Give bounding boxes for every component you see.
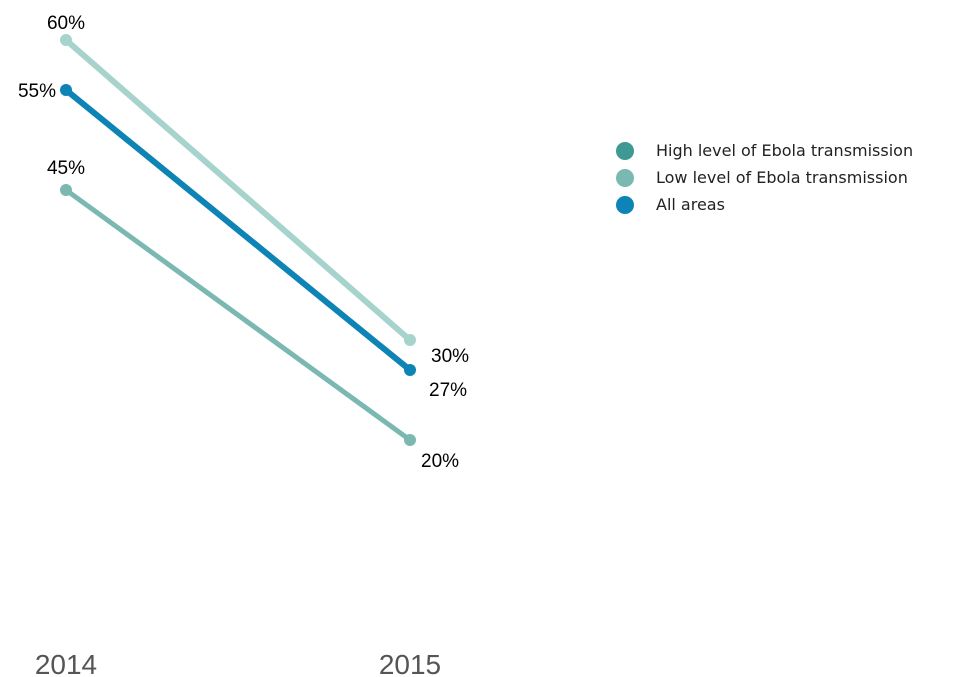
legend-item-2: High level of Ebola transmission: [616, 137, 913, 164]
data-point-0-1: [404, 334, 416, 346]
data-point-0-0: [60, 34, 72, 46]
data-point-1-1: [404, 364, 416, 376]
data-labels: 60% 30% 55% 27% 45% 20%: [18, 13, 469, 472]
legend-item-0: Low level of Ebola transmission: [616, 164, 913, 191]
legend-label-1: All areas: [656, 195, 725, 214]
legend-swatch-0: [616, 168, 634, 187]
x-tick-label-1: 2015: [379, 649, 441, 677]
legend-swatch-1: [616, 195, 634, 214]
series-line-1: [63, 87, 413, 373]
data-label-2-1: 20%: [421, 451, 459, 472]
series-layer: [60, 34, 416, 446]
legend-label-0: Low level of Ebola transmission: [656, 168, 908, 187]
data-label-0-0: 60%: [47, 13, 85, 34]
legend: High level of Ebola transmission Low leve…: [616, 137, 913, 218]
series-line-0: [63, 37, 413, 343]
data-point-2-0: [60, 184, 72, 196]
x-axis-ticks: 2014 2015: [35, 649, 441, 677]
legend-label-2: High level of Ebola transmission: [656, 141, 914, 160]
data-point-2-1: [404, 434, 416, 446]
x-tick-label-0: 2014: [35, 649, 97, 677]
data-label-2-0: 45%: [47, 158, 85, 179]
data-label-1-0: 55%: [18, 81, 56, 102]
legend-swatch-2: [616, 141, 634, 160]
data-label-0-1: 30%: [431, 346, 469, 367]
legend-item-1: All areas: [616, 191, 913, 218]
data-point-1-0: [60, 84, 72, 96]
series-line-2: [63, 187, 413, 443]
data-label-1-1: 27%: [429, 380, 467, 401]
